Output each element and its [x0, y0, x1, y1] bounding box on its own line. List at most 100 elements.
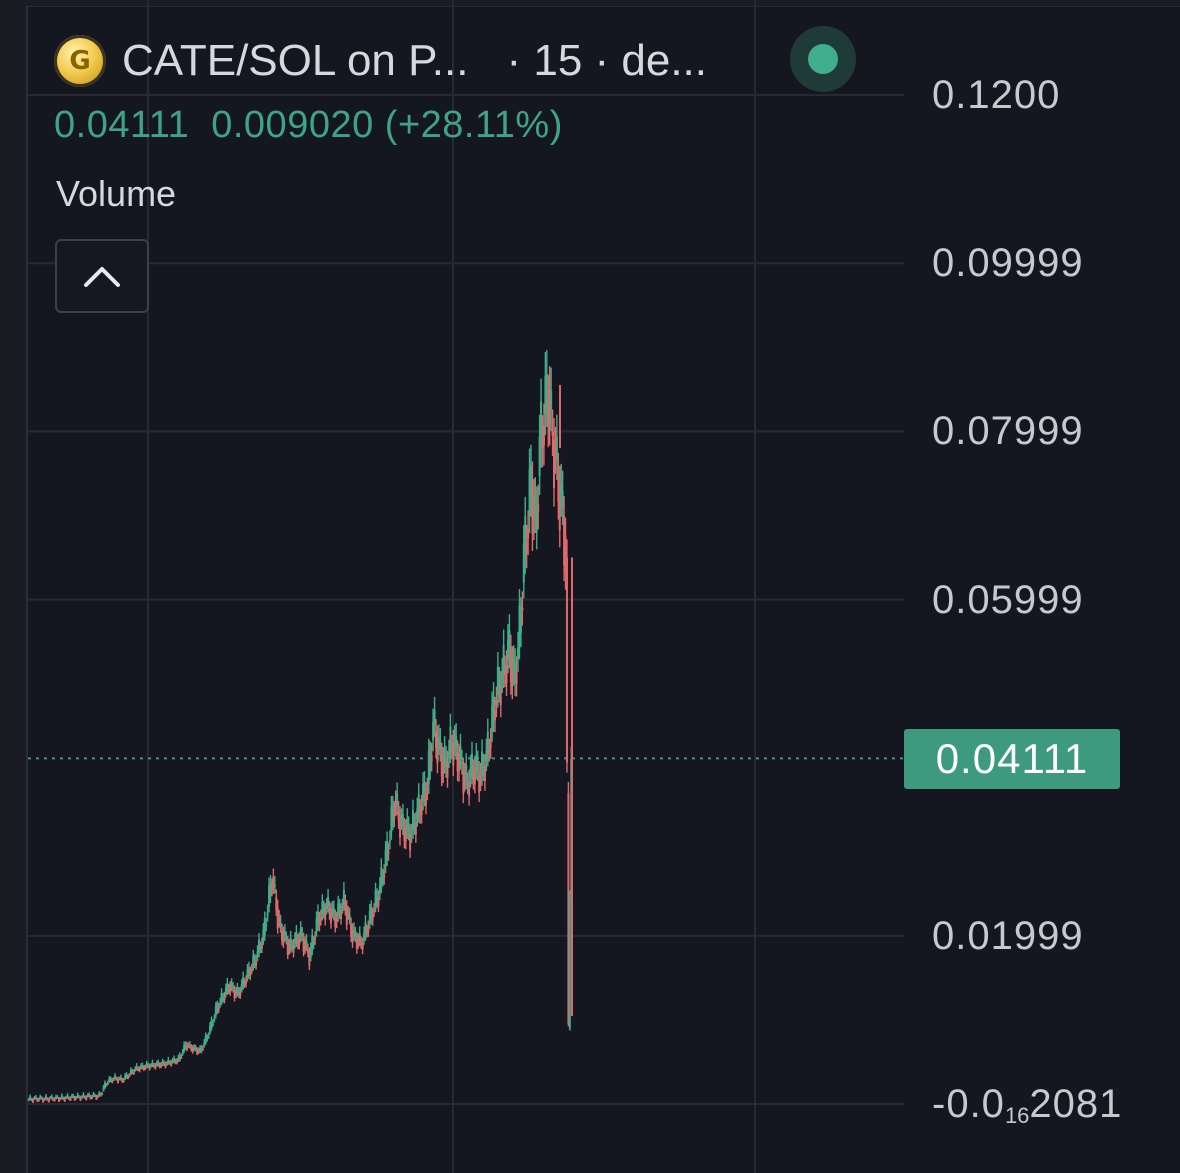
candle-body	[524, 516, 527, 558]
candle-body	[155, 1063, 158, 1066]
candle-body	[150, 1066, 153, 1068]
candle-body	[42, 1099, 45, 1103]
volume-label[interactable]: Volume	[56, 173, 177, 214]
candle-body	[92, 1093, 95, 1097]
legend-change: 0.009020 (+28.11%)	[211, 104, 563, 146]
candle-body	[286, 942, 289, 955]
candle-body	[400, 818, 403, 822]
candle-body	[282, 933, 285, 943]
candle-body	[250, 969, 253, 971]
chart-header: G CATE/SOL on P... · 15 · de...	[54, 30, 707, 92]
candle-body	[499, 685, 502, 706]
candle-body	[387, 851, 390, 854]
candle-body	[125, 1074, 128, 1079]
candle-body	[32, 1099, 35, 1103]
candle-body	[374, 890, 377, 907]
candle-body	[33, 1097, 36, 1100]
candle-body	[334, 916, 337, 928]
candle-body	[501, 672, 504, 681]
candles	[27, 350, 573, 1103]
candle-body	[446, 762, 449, 778]
candle-body	[245, 980, 248, 984]
candle-body	[301, 933, 304, 936]
candle-body	[154, 1065, 157, 1069]
candle-body	[306, 949, 309, 953]
candle-body	[124, 1075, 127, 1080]
candle-body	[224, 988, 227, 995]
candle-body	[483, 765, 486, 782]
candle-body	[102, 1086, 105, 1092]
candle-body	[82, 1094, 85, 1098]
candle-body	[291, 946, 294, 948]
candle-body	[355, 938, 358, 950]
candle-body	[492, 696, 495, 721]
pair-title[interactable]: CATE/SOL on P...	[122, 36, 469, 85]
candle-body	[340, 910, 343, 920]
candle-body	[442, 759, 445, 774]
candle-body	[234, 991, 237, 995]
candle-body	[93, 1095, 96, 1098]
candle-body	[371, 914, 374, 921]
candle-body	[180, 1057, 183, 1059]
candle-body	[27, 1099, 30, 1102]
candle-body	[489, 740, 492, 749]
candle-body	[283, 930, 286, 937]
candle-body	[101, 1093, 104, 1096]
candle-body	[138, 1068, 141, 1072]
collapse-button[interactable]	[55, 239, 149, 313]
candle-body	[173, 1058, 176, 1062]
candle-body	[542, 425, 545, 446]
candle-body	[351, 930, 354, 944]
candle-body	[230, 983, 233, 988]
y-tick-label: 0.05999	[932, 578, 1084, 622]
candle-body	[281, 930, 284, 941]
candle-body	[455, 735, 458, 750]
candle-body	[550, 390, 553, 411]
candle-body	[335, 919, 338, 923]
candle-body	[275, 897, 278, 911]
candle-body	[188, 1044, 191, 1047]
candle-body	[522, 543, 525, 583]
candle-body	[318, 919, 321, 927]
candle-body	[361, 944, 364, 950]
candle-body	[63, 1098, 66, 1102]
candle-body	[206, 1037, 209, 1040]
candle-body	[148, 1066, 151, 1070]
candle-body	[129, 1069, 132, 1075]
candle-body	[75, 1097, 78, 1100]
candle-body	[44, 1095, 47, 1100]
candle-body	[161, 1061, 164, 1065]
candle-body	[328, 908, 331, 915]
candle-body	[266, 912, 269, 917]
candle-body	[76, 1094, 79, 1098]
candle-body	[272, 876, 275, 888]
candle-body	[380, 867, 383, 887]
candle-body	[137, 1069, 140, 1071]
candle-body	[508, 630, 511, 655]
candle-body	[69, 1098, 72, 1101]
candle-body	[278, 917, 281, 923]
candle-body	[29, 1096, 32, 1100]
candle-body	[99, 1094, 102, 1097]
candle-body	[424, 792, 427, 806]
candle-body	[505, 665, 508, 684]
candle-body	[56, 1097, 59, 1099]
candle-body	[37, 1099, 40, 1102]
candle-body	[414, 822, 417, 835]
candle-body	[563, 515, 566, 565]
candle-body	[338, 906, 341, 914]
candle-body	[293, 938, 296, 944]
candle-body	[383, 872, 386, 878]
candle-body	[373, 910, 376, 913]
candle-body	[295, 931, 298, 943]
candle-body	[46, 1099, 49, 1101]
candle-body	[163, 1063, 165, 1065]
candle-body	[190, 1047, 193, 1051]
interval-label[interactable]: · 15 · de...	[506, 36, 708, 85]
candle-body	[187, 1045, 190, 1048]
candle-body	[406, 818, 409, 831]
candle-body	[504, 670, 507, 675]
candle-body	[548, 389, 551, 426]
